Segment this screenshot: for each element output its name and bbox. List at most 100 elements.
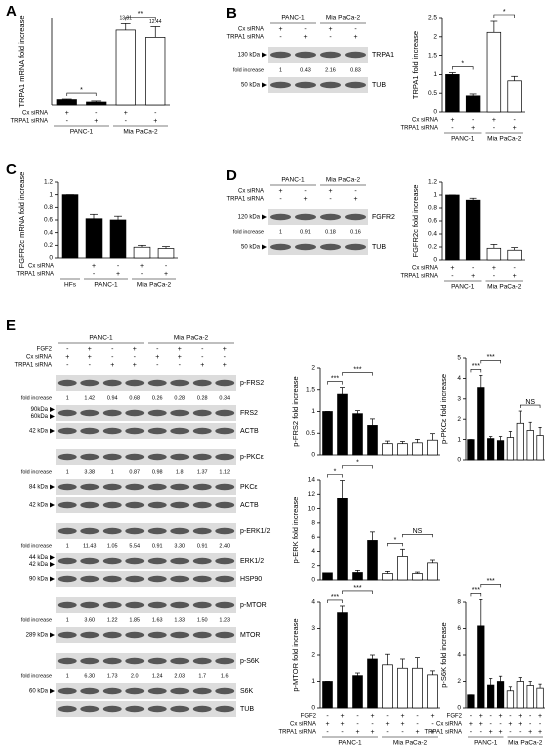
blot-band bbox=[215, 657, 235, 665]
condition-mark: + bbox=[538, 713, 542, 720]
significance-label: NS bbox=[525, 399, 535, 406]
blot-band bbox=[80, 427, 100, 435]
y-tick-label: 2 bbox=[311, 652, 315, 659]
blot-band bbox=[57, 575, 77, 583]
fold-value: 0.98 bbox=[152, 469, 163, 475]
blot-band bbox=[192, 687, 212, 695]
bar bbox=[367, 540, 378, 581]
condition-mark: - bbox=[66, 362, 69, 369]
significance-bracket bbox=[452, 66, 474, 70]
blot-band bbox=[320, 81, 341, 89]
condition-mark: + bbox=[499, 729, 503, 736]
group-label: Mia PaCa-2 bbox=[508, 740, 543, 747]
condition-mark: - bbox=[509, 729, 512, 736]
fold-value: 1.23 bbox=[219, 617, 230, 623]
blot-band bbox=[270, 213, 291, 221]
group-label: Mia PaCa-2 bbox=[487, 284, 522, 291]
condition-mark: - bbox=[431, 721, 434, 728]
condition-label: TRPA1 siRNA bbox=[400, 126, 438, 132]
y-tick-label: 4 bbox=[311, 548, 315, 555]
fold-value: 0.83 bbox=[350, 67, 361, 73]
condition-mark: + bbox=[353, 34, 357, 41]
kda-label: 90 kDa bbox=[29, 577, 49, 583]
fold-value: 1 bbox=[279, 67, 282, 73]
blot-band bbox=[170, 657, 190, 665]
condition-mark: + bbox=[278, 26, 282, 33]
condition-mark: - bbox=[329, 196, 332, 203]
y-tick-label: 0 bbox=[457, 705, 461, 712]
y-tick-label: 5 bbox=[457, 355, 461, 362]
blot-band bbox=[57, 657, 77, 665]
blot-band bbox=[102, 705, 122, 713]
fold-value: 2.03 bbox=[174, 673, 185, 679]
blot-band bbox=[125, 501, 145, 509]
condition-mark: + bbox=[489, 729, 493, 736]
bar bbox=[506, 690, 515, 709]
condition-mark: - bbox=[356, 721, 359, 728]
protein-label: p-PKCε bbox=[240, 454, 264, 461]
bar bbox=[487, 438, 495, 461]
fold-value: 0.91 bbox=[197, 543, 208, 549]
blot-band bbox=[102, 575, 122, 583]
kda-arrow bbox=[262, 214, 267, 220]
blot-band bbox=[80, 483, 100, 491]
significance-label: *** bbox=[331, 594, 339, 601]
blot-band bbox=[320, 243, 341, 251]
significance-bracket bbox=[480, 360, 501, 364]
bar bbox=[427, 674, 438, 709]
blot-band bbox=[147, 409, 167, 417]
condition-mark: - bbox=[386, 729, 389, 736]
protein-label: p-S6K bbox=[240, 658, 260, 665]
condition-mark: + bbox=[88, 354, 92, 361]
blot-band bbox=[192, 427, 212, 435]
protein-label: ACTB bbox=[240, 428, 259, 435]
significance-label: NS bbox=[413, 528, 423, 535]
bar bbox=[536, 687, 544, 709]
kda-arrow bbox=[262, 82, 267, 88]
fold-value: 1.85 bbox=[129, 617, 140, 623]
blot-band bbox=[80, 687, 100, 695]
blot-band bbox=[192, 657, 212, 665]
bar bbox=[61, 194, 79, 259]
condition-mark: + bbox=[140, 263, 144, 270]
blot-band bbox=[192, 575, 212, 583]
condition-mark: + bbox=[116, 271, 120, 278]
significance-label: * bbox=[80, 87, 83, 94]
condition-mark: + bbox=[133, 346, 137, 353]
protein-label: p-MTOR bbox=[240, 602, 267, 609]
condition-mark: + bbox=[430, 713, 434, 720]
condition-mark: + bbox=[94, 118, 98, 125]
fold-value: 1.05 bbox=[107, 543, 118, 549]
bar bbox=[526, 430, 534, 461]
condition-label: TRPA1 siRNA bbox=[14, 363, 52, 369]
group-label: PANC-1 bbox=[281, 177, 305, 184]
condition-mark: - bbox=[165, 263, 168, 270]
significance-bracket bbox=[327, 474, 343, 478]
condition-mark: - bbox=[111, 354, 114, 361]
condition-mark: - bbox=[326, 729, 329, 736]
group-label: PANC-1 bbox=[474, 740, 498, 747]
group-label: PANC-1 bbox=[451, 284, 475, 291]
fold-value: 1 bbox=[66, 469, 69, 475]
blot-band bbox=[170, 601, 190, 609]
condition-mark: - bbox=[401, 729, 404, 736]
significance-bracket bbox=[342, 465, 373, 469]
blot-band bbox=[192, 501, 212, 509]
condition-label: Cx siRNA bbox=[26, 355, 52, 361]
bar bbox=[465, 95, 481, 113]
condition-mark: - bbox=[539, 721, 542, 728]
condition-mark: + bbox=[450, 117, 454, 124]
significance-label: * bbox=[503, 9, 506, 16]
y-tick-label: 0.2 bbox=[428, 244, 437, 251]
blot-band bbox=[215, 557, 235, 565]
blot-band bbox=[102, 687, 122, 695]
blot-band bbox=[57, 705, 77, 713]
y-axis-label: p-ERK fold increase bbox=[291, 497, 300, 564]
blot-band bbox=[102, 379, 122, 387]
fold-value: 0.28 bbox=[197, 395, 208, 401]
y-axis-label: p-PKCε fold increase bbox=[439, 374, 448, 444]
bar bbox=[412, 667, 423, 709]
blot-band bbox=[320, 213, 341, 221]
fold-value: 1 bbox=[66, 543, 69, 549]
blot-band bbox=[125, 557, 145, 565]
